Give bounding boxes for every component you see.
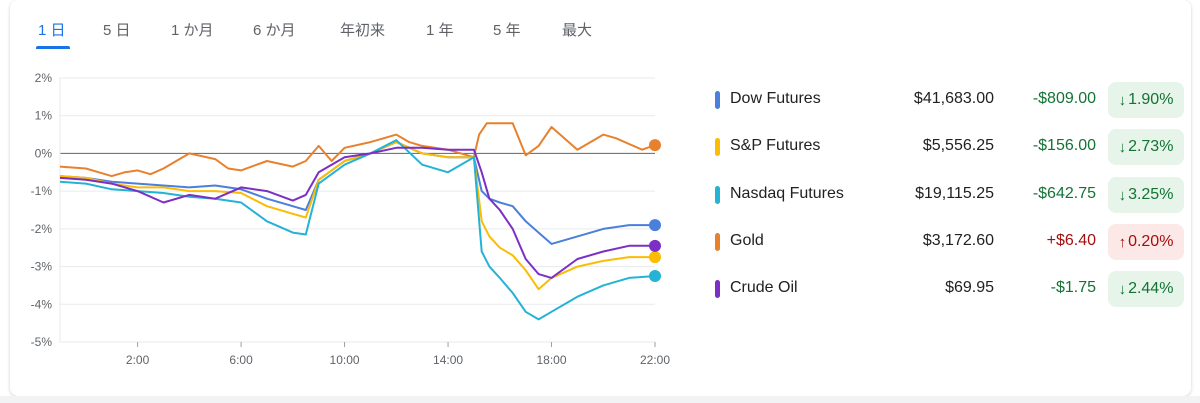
instrument-name: Nasdaq Futures (730, 185, 844, 202)
instrument-price: $69.95 (945, 279, 994, 296)
instrument-price: $19,115.25 (915, 185, 994, 202)
tab-6m[interactable]: 6 か月 (253, 22, 296, 39)
percent-value: 1.90% (1128, 91, 1174, 108)
tab-5y[interactable]: 5 年 (493, 22, 521, 39)
percent-value: 3.25% (1128, 186, 1174, 203)
instrument-change: -$809.00 (1032, 90, 1096, 107)
instrument-change: -$156.00 (1032, 137, 1096, 154)
series-end-dot (649, 239, 661, 252)
x-tick-label: 22:00 (640, 353, 670, 367)
instrument-name: S&P Futures (730, 137, 821, 154)
legend-row-gold[interactable]: Gold $3,172.60 +$6.40 ↑ 0.20% (700, 222, 1184, 262)
x-tick-label: 14:00 (433, 353, 463, 367)
percent-badge: ↑ 0.20% (1108, 224, 1184, 260)
page-bottom-strip (0, 396, 1200, 403)
arrow-down-icon: ↓ (1118, 138, 1127, 156)
instrument-name: Crude Oil (730, 279, 798, 296)
series-line (59, 139, 656, 321)
legend-row-sp[interactable]: S&P Futures $5,556.25 -$156.00 ↓ 2.73% (700, 127, 1184, 167)
instrument-name: Dow Futures (730, 90, 821, 107)
y-tick-label: -5% (31, 335, 53, 349)
series-color-swatch (715, 186, 720, 204)
series-color-swatch (715, 138, 720, 156)
series-end-dot (649, 219, 661, 232)
instrument-name: Gold (730, 232, 764, 249)
tab-max[interactable]: 最大 (562, 22, 593, 39)
legend-row-dow[interactable]: Dow Futures $41,683.00 -$809.00 ↓ 1.90% (700, 80, 1184, 120)
instrument-change: +$6.40 (1046, 232, 1096, 249)
tab-5d[interactable]: 5 日 (103, 22, 131, 39)
y-tick-label: 1% (35, 109, 53, 123)
tab-ytd[interactable]: 年初来 (340, 22, 386, 39)
series-line (59, 146, 655, 279)
series-color-swatch (715, 233, 720, 251)
tab-1y[interactable]: 1 年 (426, 22, 454, 39)
series-color-swatch (715, 91, 720, 109)
instrument-price: $41,683.00 (913, 90, 994, 107)
series-line (59, 141, 655, 291)
y-tick-label: 2% (35, 71, 53, 85)
tab-1d[interactable]: 1 日 (38, 22, 66, 39)
series-end-dot (649, 251, 661, 264)
arrow-down-icon: ↓ (1118, 186, 1127, 204)
x-tick-label: 6:00 (229, 353, 253, 367)
series-color-swatch (715, 280, 720, 298)
instrument-change: -$642.75 (1032, 185, 1096, 202)
x-tick-label: 18:00 (537, 353, 567, 367)
y-tick-label: -1% (31, 184, 53, 198)
x-tick-label: 2:00 (126, 353, 150, 367)
y-tick-label: -2% (31, 222, 53, 236)
y-tick-label: -3% (31, 260, 53, 274)
instrument-change: -$1.75 (1050, 279, 1096, 296)
percent-value: 2.44% (1128, 280, 1174, 297)
percent-badge: ↓ 3.25% (1108, 177, 1184, 213)
series-line (59, 122, 656, 178)
arrow-down-icon: ↓ (1118, 91, 1127, 109)
x-tick-label: 10:00 (330, 353, 360, 367)
percent-badge: ↓ 2.73% (1108, 129, 1184, 165)
futures-line-chart[interactable]: 2% 1% 0% -1% -2% -3% -4% -5% 2:00 6:00 10:00 14:00 1… (0, 60, 680, 390)
y-tick-label: 0% (35, 146, 53, 160)
instrument-price: $3,172.60 (922, 232, 994, 249)
percent-value: 0.20% (1128, 233, 1174, 250)
percent-badge: ↓ 1.90% (1108, 82, 1184, 118)
percent-value: 2.73% (1128, 138, 1174, 155)
legend-row-nasdaq[interactable]: Nasdaq Futures $19,115.25 -$642.75 ↓ 3.25… (700, 175, 1184, 215)
y-tick-label: -4% (31, 297, 53, 311)
instrument-price: $5,556.25 (922, 137, 994, 154)
percent-badge: ↓ 2.44% (1108, 271, 1184, 307)
arrow-down-icon: ↓ (1118, 280, 1127, 298)
series-end-dot (649, 139, 661, 152)
legend-row-crude[interactable]: Crude Oil $69.95 -$1.75 ↓ 2.44% (700, 269, 1184, 309)
active-tab-indicator (36, 46, 70, 49)
series-end-dot (649, 270, 661, 282)
tab-1m[interactable]: 1 か月 (171, 22, 214, 39)
arrow-up-icon: ↑ (1118, 233, 1127, 251)
